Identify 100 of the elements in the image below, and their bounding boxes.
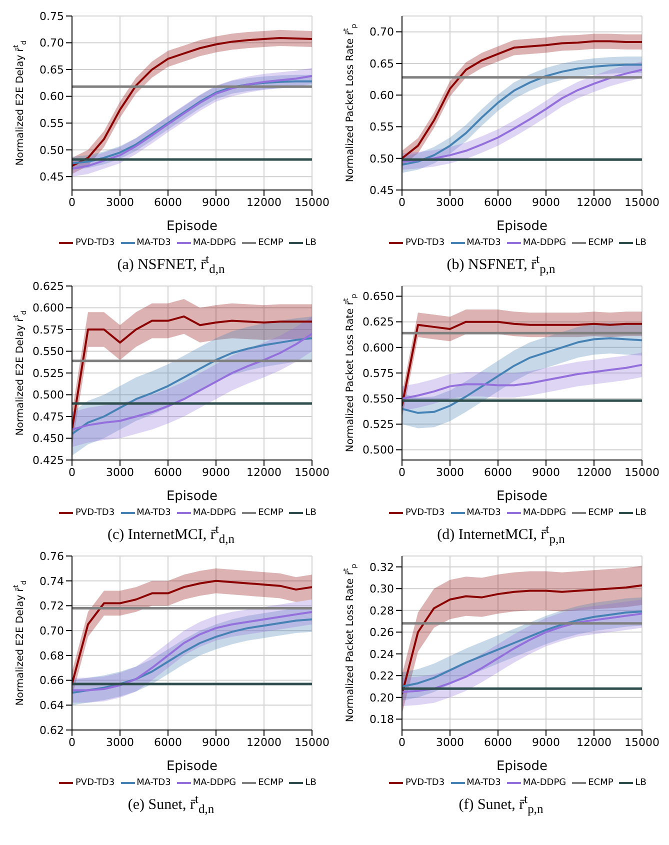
legend-label: MA-DDPG [522, 508, 566, 518]
x-tick-label: 9000 [202, 736, 230, 749]
x-tick-label: 3000 [436, 466, 464, 479]
x-tick-label: 6000 [484, 736, 512, 749]
y-tick-label: 0.76 [40, 550, 64, 563]
y-tick-label: 0.70 [370, 26, 394, 39]
legend-label: PVD-TD3 [405, 508, 445, 518]
y-tick-label: 0.575 [362, 366, 394, 380]
legend-label: ECMP [258, 778, 284, 788]
legend-label: MA-DDPG [522, 238, 566, 248]
x-tick-label: 9000 [202, 196, 230, 209]
x-axis-title: Episode [496, 489, 548, 504]
line-series [72, 580, 312, 686]
legend-label: LB [635, 778, 646, 788]
legend-label: ECMP [588, 778, 614, 788]
legend-label: MA-DDPG [522, 778, 566, 788]
y-tick-label: 0.625 [362, 316, 394, 329]
x-tick-label: 9000 [532, 466, 560, 479]
y-tick-label: 0.65 [370, 57, 394, 70]
x-tick-label: 3000 [106, 466, 134, 479]
x-tick-label: 6000 [484, 466, 512, 479]
x-tick-label: 6000 [154, 466, 182, 479]
y-tick-label: 0.550 [362, 392, 394, 406]
y-tick-label: 0.75 [40, 10, 64, 23]
x-tick-label: 12000 [576, 466, 612, 479]
x-tick-label: 6000 [154, 196, 182, 209]
y-tick-label: 0.66 [40, 674, 64, 688]
y-tick-label: 0.50 [40, 144, 64, 157]
x-tick-label: 0 [68, 466, 76, 479]
legend-label: LB [305, 778, 316, 788]
y-tick-label: 0.68 [40, 649, 64, 662]
y-tick-label: 0.50 [370, 152, 394, 166]
y-tick-label: 0.450 [32, 432, 64, 446]
legend-label: PVD-TD3 [405, 238, 445, 248]
x-tick-label: 15000 [624, 466, 660, 479]
y-tick-label: 0.32 [370, 560, 394, 574]
x-tick-label: 0 [398, 736, 406, 749]
x-tick-label: 12000 [576, 196, 612, 209]
y-tick-label: 0.28 [370, 604, 394, 618]
x-axis-title: Episode [166, 759, 218, 774]
x-tick-label: 3000 [106, 196, 134, 209]
x-tick-label: 0 [68, 736, 76, 749]
y-tick-label: 0.650 [362, 290, 394, 304]
x-tick-label: 15000 [294, 196, 330, 209]
y-tick-label: 0.475 [32, 410, 64, 424]
legend-label: PVD-TD3 [75, 778, 115, 788]
y-tick-label: 0.70 [40, 36, 64, 50]
legend-label: MA-DDPG [192, 508, 236, 518]
legend-label: MA-DDPG [192, 778, 236, 788]
y-tick-label: 0.74 [40, 574, 64, 588]
x-tick-label: 9000 [202, 466, 230, 479]
y-tick-label: 0.525 [362, 418, 394, 432]
y-tick-label: 0.575 [32, 323, 64, 336]
x-tick-label: 12000 [576, 736, 612, 749]
line-series [402, 320, 642, 407]
y-tick-label: 0.55 [40, 116, 64, 130]
legend-label: PVD-TD3 [75, 238, 115, 248]
y-tick-label: 0.26 [370, 626, 394, 640]
legend-label: PVD-TD3 [405, 778, 445, 788]
x-axis-title: Episode [496, 759, 548, 774]
line-series [402, 337, 642, 414]
x-tick-label: 15000 [624, 196, 660, 209]
y-tick-label: 0.24 [370, 648, 394, 661]
y-tick-label: 0.60 [40, 90, 64, 104]
legend-label: ECMP [258, 508, 284, 518]
y-tick-label: 0.20 [370, 691, 394, 704]
y-tick-label: 0.45 [370, 184, 394, 197]
y-tick-label: 0.70 [40, 624, 64, 638]
x-tick-label: 9000 [532, 736, 560, 749]
legend-label: LB [305, 508, 316, 518]
y-tick-label: 0.22 [370, 670, 394, 683]
legend-label: MA-TD3 [466, 238, 501, 248]
y-tick-label: 0.60 [370, 88, 394, 102]
y-tick-label: 0.62 [40, 724, 64, 737]
y-tick-label: 0.625 [32, 280, 64, 293]
x-axis-title: Episode [166, 489, 218, 504]
x-axis-title: Episode [496, 219, 548, 234]
x-tick-label: 0 [68, 196, 76, 209]
line-series [402, 364, 642, 400]
y-tick-label: 0.600 [32, 302, 64, 315]
line-series [402, 584, 642, 696]
y-tick-label: 0.500 [362, 444, 394, 457]
y-tick-label: 0.45 [40, 170, 64, 184]
legend-label: MA-TD3 [136, 508, 171, 518]
x-tick-label: 12000 [246, 736, 282, 749]
x-tick-label: 3000 [106, 736, 134, 749]
x-tick-label: 3000 [436, 196, 464, 209]
y-tick-label: 0.30 [370, 582, 394, 596]
y-tick-label: 0.55 [370, 120, 394, 134]
y-tick-label: 0.425 [32, 454, 64, 467]
x-tick-label: 15000 [294, 466, 330, 479]
legend-label: LB [635, 238, 646, 248]
legend-label: MA-TD3 [136, 238, 171, 248]
x-tick-label: 6000 [154, 736, 182, 749]
y-tick-label: 0.550 [32, 345, 64, 358]
x-tick-label: 9000 [532, 196, 560, 209]
x-tick-label: 6000 [484, 196, 512, 209]
x-axis-title: Episode [166, 219, 218, 234]
legend-label: PVD-TD3 [75, 508, 115, 518]
legend-label: MA-TD3 [466, 778, 501, 788]
